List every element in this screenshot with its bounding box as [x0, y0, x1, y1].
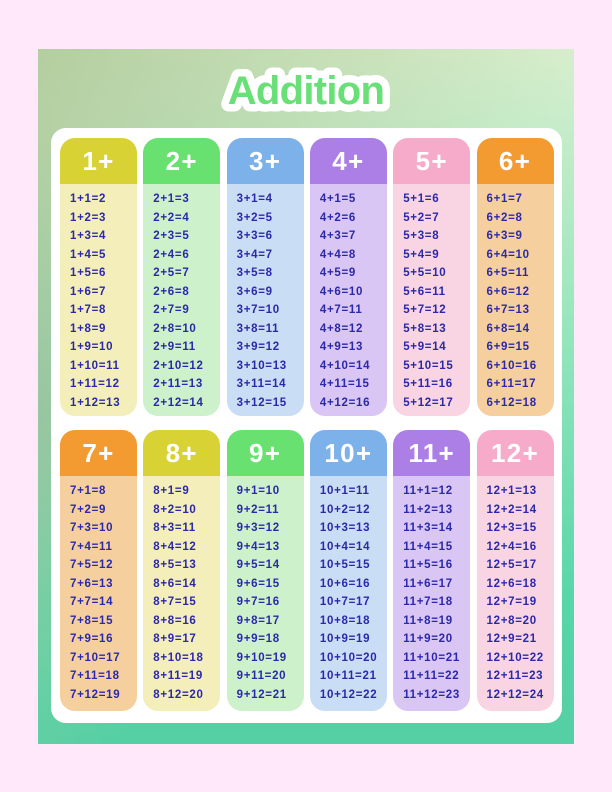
svg-text:Addition: Addition [228, 69, 385, 113]
